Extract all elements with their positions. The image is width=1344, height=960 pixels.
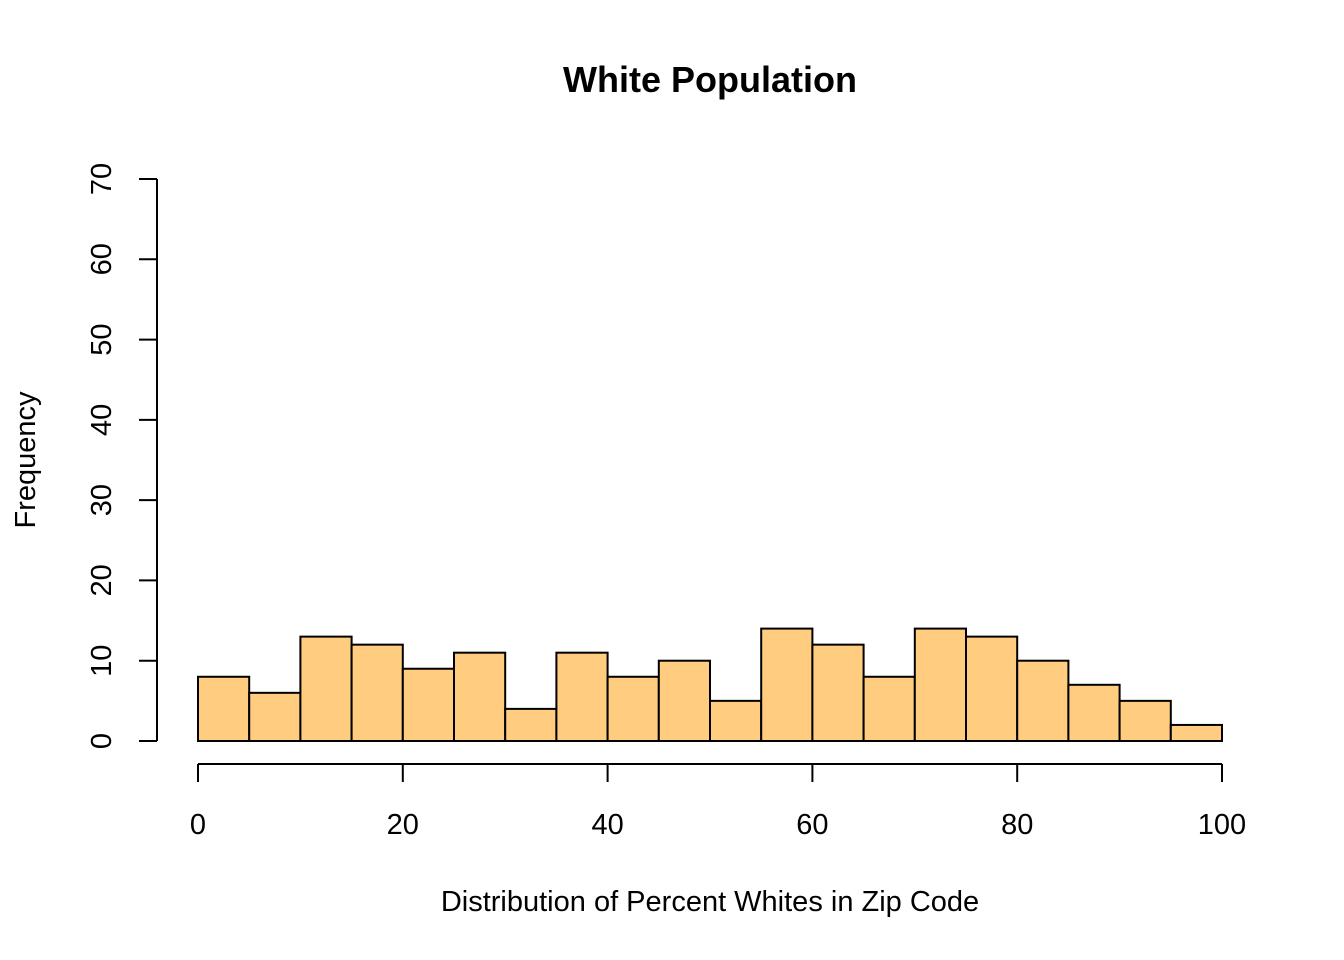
bars-group [197,627,1224,743]
histogram-bar [862,675,916,742]
x-tick-label: 20 [387,809,419,841]
y-tick-label: 30 [86,484,118,516]
y-tick-label: 40 [86,404,118,436]
x-tick-label: 0 [190,809,206,841]
y-axis: 0 10 20 30 40 50 60 70 [86,163,158,749]
histogram-bar [811,643,865,743]
x-axis: 0 20 40 60 80 100 [190,763,1246,841]
histogram-bar [299,635,353,743]
x-tick-label: 60 [796,809,828,841]
y-tick-label: 50 [86,323,118,355]
x-tick-label: 40 [591,809,623,841]
histogram-bar [709,699,763,742]
y-tick-label: 70 [86,163,118,195]
y-tick-label: 60 [86,243,118,275]
x-tick-label: 80 [1001,809,1033,841]
histogram-bar [965,635,1019,743]
y-axis-label: Frequency [10,391,42,529]
histogram-bar [913,627,967,742]
chart-title: White Population [563,59,857,100]
histogram-bar [197,675,251,742]
histogram-bar [1067,683,1121,742]
histogram-bar [1016,659,1070,743]
histogram-bar [1169,723,1224,743]
histogram-bar [350,643,404,743]
histogram-bar [504,707,558,743]
histogram-bar [453,651,507,743]
histogram-bar [606,675,660,742]
histogram-bar [657,659,711,743]
x-tick-label: 100 [1198,809,1246,841]
x-axis-label: Distribution of Percent Whites in Zip Co… [441,886,979,918]
histogram-bar [760,627,814,742]
y-tick-label: 20 [86,564,118,596]
y-tick-label: 10 [86,645,118,677]
histogram-bar [1118,699,1172,742]
histogram-bar [555,651,609,743]
histogram-bar [401,667,455,742]
histogram-bar [248,691,302,742]
y-tick-label: 0 [86,733,118,749]
